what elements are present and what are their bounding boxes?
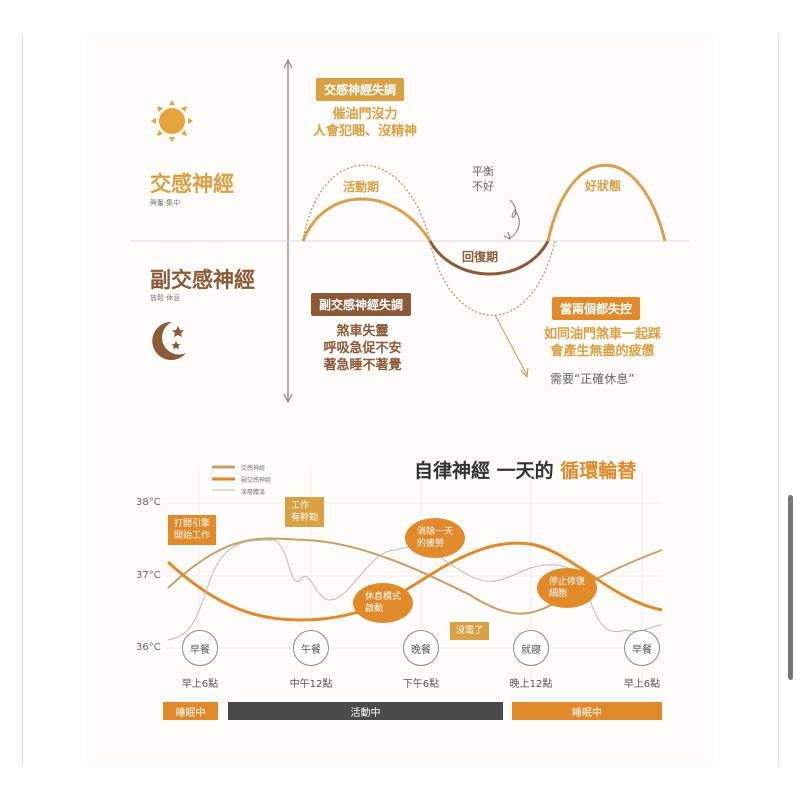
- daily-cycle-chart: [165, 465, 663, 680]
- meal-lunch: 午餐: [293, 630, 329, 666]
- text-line: 著急睡不著覺: [323, 358, 402, 373]
- y-tick: 38°C: [136, 497, 161, 508]
- callout-start: 打開引擎 開始工作: [168, 515, 217, 545]
- arrow-to-rest: [494, 314, 529, 379]
- legend-sympathetic: 交感神經: [241, 465, 266, 472]
- right-border: [778, 35, 779, 765]
- sleep-bar-morning: 睡眠中: [163, 702, 218, 720]
- axis-arrows: [283, 58, 293, 404]
- callout-empty: 沒電了: [450, 622, 490, 640]
- good-label: 好狀態: [585, 179, 622, 193]
- parasympathetic-subtitle: 放鬆‧休息: [150, 294, 181, 302]
- dotted-curve: [302, 164, 556, 316]
- meal-dinner: 晚餐: [403, 630, 439, 666]
- callout-repair: 停止修復 細胞: [537, 568, 598, 608]
- text-line: 不好: [472, 180, 494, 193]
- meal-breakfast-next: 早餐: [624, 630, 660, 666]
- recovery-curve: [428, 240, 550, 276]
- time-label: 早上6點: [623, 679, 661, 690]
- nerve-diagram: [130, 58, 690, 404]
- both-tag: 當兩個都失控: [552, 297, 641, 320]
- y-tick: 36°C: [136, 642, 161, 653]
- rest-note: 需要“正確休息”: [550, 372, 635, 386]
- text-line: 平衡: [472, 165, 494, 178]
- chart-title: 自律神經 一天的 循環輪替: [414, 456, 636, 483]
- time-label: 下午6點: [402, 679, 440, 690]
- legend-parasympathetic: 副交感神經: [241, 477, 272, 484]
- title-dark: 自律神經 一天的: [414, 460, 554, 482]
- time-label: 晚上12點: [509, 679, 553, 690]
- callout-rest: 休息模式 啟動: [353, 583, 414, 623]
- left-border: [22, 35, 23, 765]
- y-tick: 37°C: [136, 570, 161, 581]
- symp-disorder-text: 催油門沒力 人會犯睏、沒精神: [300, 106, 430, 140]
- text-line: 呼吸急促不安: [323, 341, 402, 356]
- active-bar: 活動中: [228, 702, 503, 720]
- title-accent: 循環輪替: [560, 460, 637, 482]
- recovery-label: 回復期: [462, 250, 499, 264]
- sympathetic-title: 交感神經: [150, 172, 234, 196]
- symp-disorder-tag: 交感神經失調: [316, 78, 405, 101]
- text-line: 催油門沒力: [332, 107, 398, 122]
- callout-work: 工作 有幹勁: [285, 497, 325, 527]
- text-line: 煞車失靈: [336, 324, 389, 339]
- callout-relieve: 消除一天 的疲勞: [405, 518, 466, 558]
- scrollbar[interactable]: [788, 495, 793, 680]
- text-line: 人會犯睏、沒精神: [312, 124, 417, 139]
- balance-arrow: [503, 199, 520, 240]
- moon-icon: [152, 321, 186, 360]
- legend: 交感神經 副交感神經 深層體溫: [241, 463, 271, 499]
- sympathetic-subtitle: 興奮‧集中: [150, 199, 181, 207]
- text-line: 如同油門煞車一起踩: [543, 327, 661, 342]
- time-label: 中午12點: [289, 679, 333, 690]
- time-label: 早上6點: [181, 679, 219, 690]
- balance-label: 平衡 不好: [472, 164, 494, 194]
- active-curve: [301, 197, 432, 242]
- active-label: 活動期: [343, 180, 380, 194]
- good-curve: [546, 164, 667, 242]
- parasympathetic-title: 副交感神經: [150, 268, 255, 292]
- meal-breakfast: 早餐: [182, 630, 218, 666]
- para-disorder-tag: 副交感神經失調: [311, 293, 412, 316]
- both-text: 如同油門煞車一起踩 會產生無盡的疲憊: [535, 326, 670, 360]
- meal-sleep: 就寢: [513, 630, 549, 666]
- text-line: 會產生無盡的疲憊: [550, 344, 655, 359]
- para-disorder-text: 煞車失靈 呼吸急促不安 著急睡不著覺: [305, 323, 420, 374]
- sleep-bar-night: 睡眠中: [512, 702, 662, 720]
- legend-temperature: 深層體溫: [241, 489, 266, 496]
- parasympathetic-line: [166, 541, 663, 622]
- sun-icon: [151, 100, 193, 142]
